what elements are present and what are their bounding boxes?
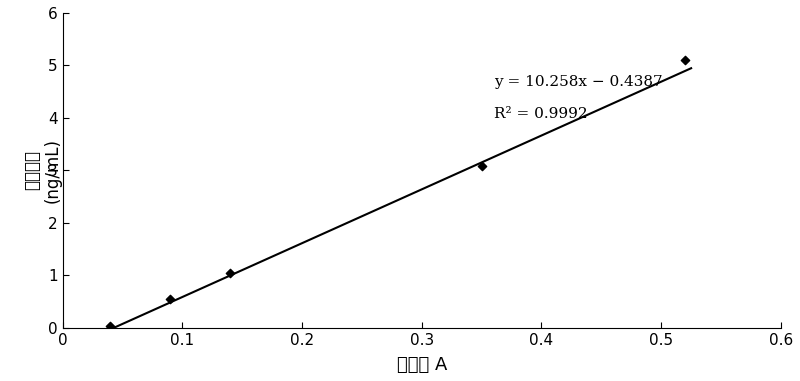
Y-axis label: 样品浓度
(ng/mL): 样品浓度 (ng/mL) — [23, 138, 62, 203]
Point — [104, 323, 117, 329]
Text: y = 10.258x − 0.4387: y = 10.258x − 0.4387 — [494, 75, 662, 89]
Text: R² = 0.9992: R² = 0.9992 — [494, 107, 587, 120]
Point — [678, 57, 691, 63]
Point — [224, 270, 237, 276]
Point — [475, 163, 488, 169]
Point — [164, 296, 177, 302]
X-axis label: 吸光値 A: 吸光値 A — [397, 356, 447, 374]
